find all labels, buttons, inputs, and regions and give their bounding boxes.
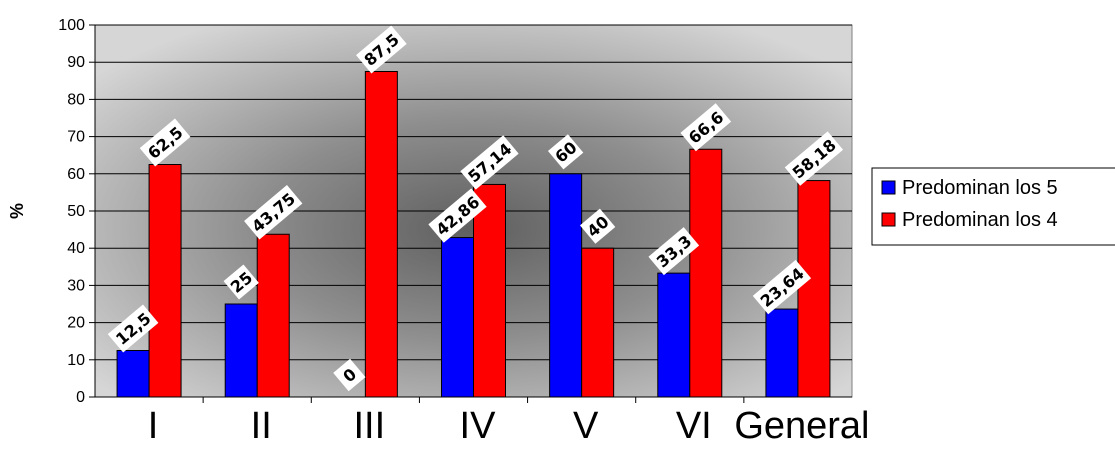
legend-swatch <box>881 180 896 195</box>
data-label-background <box>547 134 584 170</box>
x-tick-label: V <box>573 405 599 447</box>
legend-swatch <box>881 212 896 227</box>
bar-predominan-4 <box>256 233 290 398</box>
x-tick-label: II <box>251 405 272 447</box>
data-label-background <box>107 304 159 353</box>
legend-box <box>871 167 1115 246</box>
x-tick-label: General <box>734 405 869 447</box>
data-label-background <box>648 227 700 276</box>
y-tick-label: 70 <box>67 129 85 146</box>
y-tick-label: 10 <box>67 352 85 369</box>
bar-predominan-5 <box>441 237 474 398</box>
y-tick-label: 50 <box>67 203 85 220</box>
y-tick-label: 80 <box>67 91 85 108</box>
bar-predominan-4 <box>689 148 723 398</box>
data-label-background <box>752 259 812 315</box>
x-tick-label: III <box>354 405 386 447</box>
data-label-background <box>139 118 191 167</box>
data-label: 0 <box>333 358 366 392</box>
bar-predominan-5 <box>765 308 799 398</box>
y-tick-label: 0 <box>76 389 85 406</box>
data-label-background <box>428 188 487 243</box>
x-tick-label: I <box>148 405 159 447</box>
bar-predominan-5 <box>657 272 691 398</box>
bar-predominan-5 <box>116 350 150 398</box>
x-tick-label: VI <box>676 405 712 447</box>
legend-label: Predominan los 5 <box>902 177 1058 199</box>
x-tick-labels: I II III IV V VI General <box>148 405 870 447</box>
data-label-background <box>356 25 407 74</box>
y-axis-label: % <box>7 203 27 219</box>
y-tick-label: 100 <box>58 17 85 34</box>
y-tick-label: 20 <box>67 315 85 332</box>
data-label-background <box>680 103 732 152</box>
axes <box>89 24 852 403</box>
bar-predominan-4 <box>581 247 615 398</box>
gridlines <box>95 24 852 361</box>
data-label-background <box>244 185 303 240</box>
data-label-background <box>784 131 844 186</box>
y-tick-labels: 0 10 20 30 40 50 60 70 80 90 100 <box>58 17 85 406</box>
legend-label: Predominan los 4 <box>902 209 1058 231</box>
y-tick-label: 60 <box>67 166 85 183</box>
bar-predominan-4 <box>473 183 506 398</box>
y-tick-label: 30 <box>67 277 85 294</box>
data-label-background <box>333 358 366 392</box>
x-tick-label: IV <box>460 405 497 447</box>
bar-predominan-5 <box>224 303 258 398</box>
bar-predominan-5 <box>549 173 583 398</box>
bar-predominan-4 <box>364 71 398 398</box>
bar-predominan-4 <box>797 180 831 398</box>
y-tick-label: 40 <box>67 240 85 257</box>
bar-predominan-4 <box>148 164 182 398</box>
data-label-background <box>223 264 259 300</box>
data-label-background <box>460 135 519 190</box>
legend: Predominan los 5 Predominan los 4 <box>871 167 1115 246</box>
y-tick-label: 90 <box>67 54 85 71</box>
data-label-background <box>579 208 616 244</box>
